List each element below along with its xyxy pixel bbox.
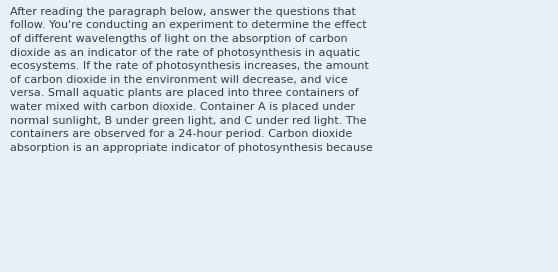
Text: After reading the paragraph below, answer the questions that
follow. You're cond: After reading the paragraph below, answe… <box>10 7 373 153</box>
